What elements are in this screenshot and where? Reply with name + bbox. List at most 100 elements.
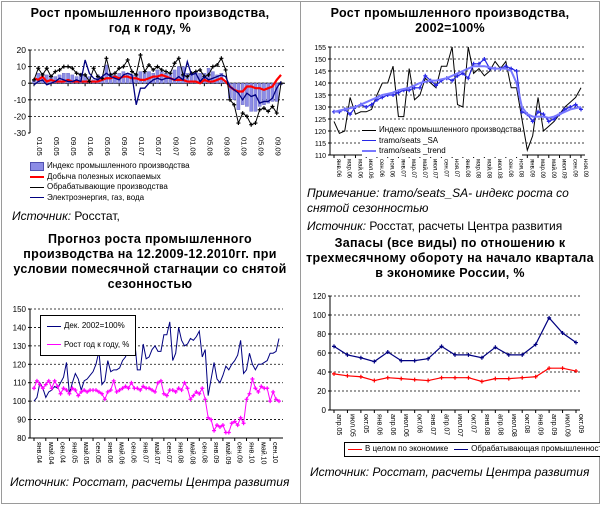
legend-item: Дек. 2002=100% bbox=[47, 321, 129, 332]
data-point bbox=[58, 391, 63, 396]
data-point bbox=[247, 391, 252, 396]
data-point bbox=[159, 67, 164, 72]
data-point bbox=[574, 369, 578, 374]
x-tick-label: янв.09 bbox=[212, 442, 219, 463]
data-point bbox=[536, 109, 541, 114]
data-point bbox=[439, 344, 444, 349]
data-point bbox=[520, 375, 525, 380]
data-point bbox=[450, 78, 455, 83]
data-point bbox=[232, 102, 237, 107]
data-point bbox=[274, 397, 279, 402]
y-tick-label: 10 bbox=[17, 62, 27, 72]
x-tick-label: сен.06 bbox=[378, 159, 384, 178]
data-point bbox=[533, 374, 538, 379]
data-point bbox=[426, 378, 431, 383]
data-point bbox=[43, 382, 48, 387]
y-tick-label: 110 bbox=[13, 379, 26, 388]
x-tick-label: май.07 bbox=[153, 442, 161, 464]
data-point bbox=[91, 66, 96, 71]
x-tick-label: мар.09 bbox=[539, 159, 545, 179]
x-tick-label: янв.06 bbox=[106, 442, 113, 463]
data-point bbox=[85, 389, 90, 394]
y-tick-label: 60 bbox=[317, 349, 326, 358]
data-point bbox=[244, 114, 249, 119]
data-point bbox=[188, 397, 193, 402]
x-tick-label: сен.05 bbox=[94, 442, 101, 463]
data-point bbox=[153, 389, 158, 394]
x-tick-label: ноя.09 bbox=[582, 159, 588, 178]
data-point bbox=[200, 386, 205, 391]
chart1-source: Источник: Росстат, bbox=[12, 209, 120, 224]
data-point bbox=[466, 76, 471, 81]
data-point bbox=[568, 105, 573, 109]
data-point bbox=[121, 64, 126, 69]
data-point bbox=[64, 388, 69, 393]
data-point bbox=[168, 71, 173, 76]
chart2-note: Примечание: tramo/seats_SA- индекс роста… bbox=[307, 186, 597, 216]
y-tick-label: 115 bbox=[315, 141, 326, 148]
data-point bbox=[129, 69, 134, 74]
y-tick-label: 140 bbox=[13, 323, 27, 332]
data-point bbox=[493, 345, 498, 350]
x-tick-label: ноя.07 bbox=[453, 159, 459, 178]
data-point bbox=[560, 366, 565, 371]
bar bbox=[257, 83, 262, 107]
x-tick-label: янв.06 bbox=[375, 414, 382, 435]
x-tick-label: янв.08 bbox=[177, 442, 184, 463]
data-point bbox=[61, 64, 66, 69]
note-text: tramo/seats_SA- индекс роста со снятой с… bbox=[307, 186, 569, 215]
data-point bbox=[358, 374, 363, 379]
data-point bbox=[471, 61, 476, 66]
data-point bbox=[453, 352, 457, 357]
x-tick-label: окт.05 bbox=[362, 414, 369, 433]
data-point bbox=[83, 72, 88, 77]
data-point bbox=[125, 57, 130, 62]
title-line: Рост промышленного производства, bbox=[30, 6, 270, 20]
data-point bbox=[197, 391, 202, 396]
chart3-legend: Дек. 2002=100% Рост год к году, % bbox=[40, 315, 137, 356]
chart2-source: Источник: Росстат, расчеты Центра развит… bbox=[307, 219, 562, 234]
data-point bbox=[147, 386, 152, 391]
bar bbox=[172, 69, 177, 84]
data-point bbox=[372, 359, 377, 364]
data-point bbox=[215, 423, 220, 428]
bar bbox=[138, 71, 143, 84]
data-point bbox=[142, 69, 147, 74]
legend-item: Обрабатывающая промышленность bbox=[454, 444, 600, 455]
data-point bbox=[514, 69, 519, 73]
x-tick-label: 09.07 bbox=[171, 137, 180, 156]
data-point bbox=[219, 56, 224, 61]
data-point bbox=[226, 430, 231, 435]
x-tick-label: апр.05 bbox=[335, 414, 342, 435]
line-swatch-icon bbox=[348, 448, 362, 450]
source-text: Росстат, bbox=[71, 209, 120, 223]
x-tick-label: 05.07 bbox=[154, 137, 163, 156]
y-tick-label: 120 bbox=[13, 360, 27, 369]
data-point bbox=[108, 388, 113, 393]
data-point bbox=[67, 391, 72, 396]
data-point bbox=[120, 386, 125, 391]
x-tick-label: июл.05 bbox=[348, 414, 355, 437]
data-point bbox=[385, 350, 390, 355]
x-tick-label: янв.04 bbox=[35, 442, 42, 463]
x-tick-label: май.10 bbox=[259, 442, 267, 464]
legend-label: Рост год к году, % bbox=[64, 339, 130, 349]
data-point bbox=[206, 415, 211, 420]
chart3-forecast: 150 140 130 120 110 100 90 80 янв.04 май.04 сен.04… bbox=[13, 305, 283, 464]
x-tick-label: июл.09 bbox=[561, 159, 567, 179]
data-point bbox=[141, 384, 146, 389]
x-tick-label: 09.08 bbox=[222, 137, 231, 156]
data-point bbox=[173, 389, 178, 394]
data-point bbox=[372, 378, 377, 383]
data-point bbox=[466, 352, 471, 357]
x-tick-label: сен.08 bbox=[200, 442, 207, 463]
chart4-source: Источник: Росстат, расчеты Центра развит… bbox=[310, 465, 590, 479]
y-tick-label: 110 bbox=[315, 153, 326, 160]
data-point bbox=[434, 83, 439, 88]
bar bbox=[62, 73, 66, 84]
y-tick-label: 140 bbox=[314, 81, 326, 88]
source-label: Источник: bbox=[12, 209, 72, 223]
data-point bbox=[112, 71, 117, 76]
y-tick-label: 150 bbox=[314, 57, 326, 64]
data-point bbox=[261, 106, 266, 111]
